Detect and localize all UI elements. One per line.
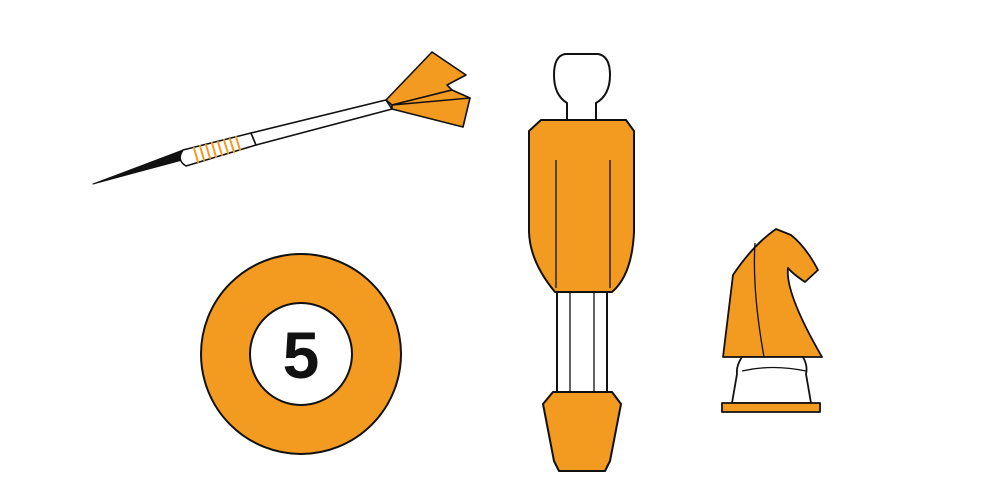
ball-number-circle: [249, 302, 353, 406]
foosball-torso: [528, 119, 635, 293]
dart-shaft: [250, 99, 393, 146]
foosball-head: [553, 53, 611, 121]
dart-barrel: [179, 132, 257, 167]
foosball-foot: [542, 391, 622, 472]
knight-base-cup: [731, 356, 812, 404]
dart-flight-crease: [391, 97, 471, 106]
chess-knight-icon: [721, 228, 823, 413]
foosball-legs: [556, 291, 608, 393]
knight-base-plate: [721, 402, 821, 413]
dart-icon: [92, 51, 471, 185]
knight-mane: [753, 242, 765, 358]
dart-needle: [92, 149, 187, 185]
foosball-player-icon: [528, 53, 635, 472]
dart-grip: [193, 136, 241, 163]
ball-number: 5: [283, 318, 320, 392]
knight-head: [722, 228, 823, 358]
billiard-ball-icon: 5: [200, 253, 402, 455]
